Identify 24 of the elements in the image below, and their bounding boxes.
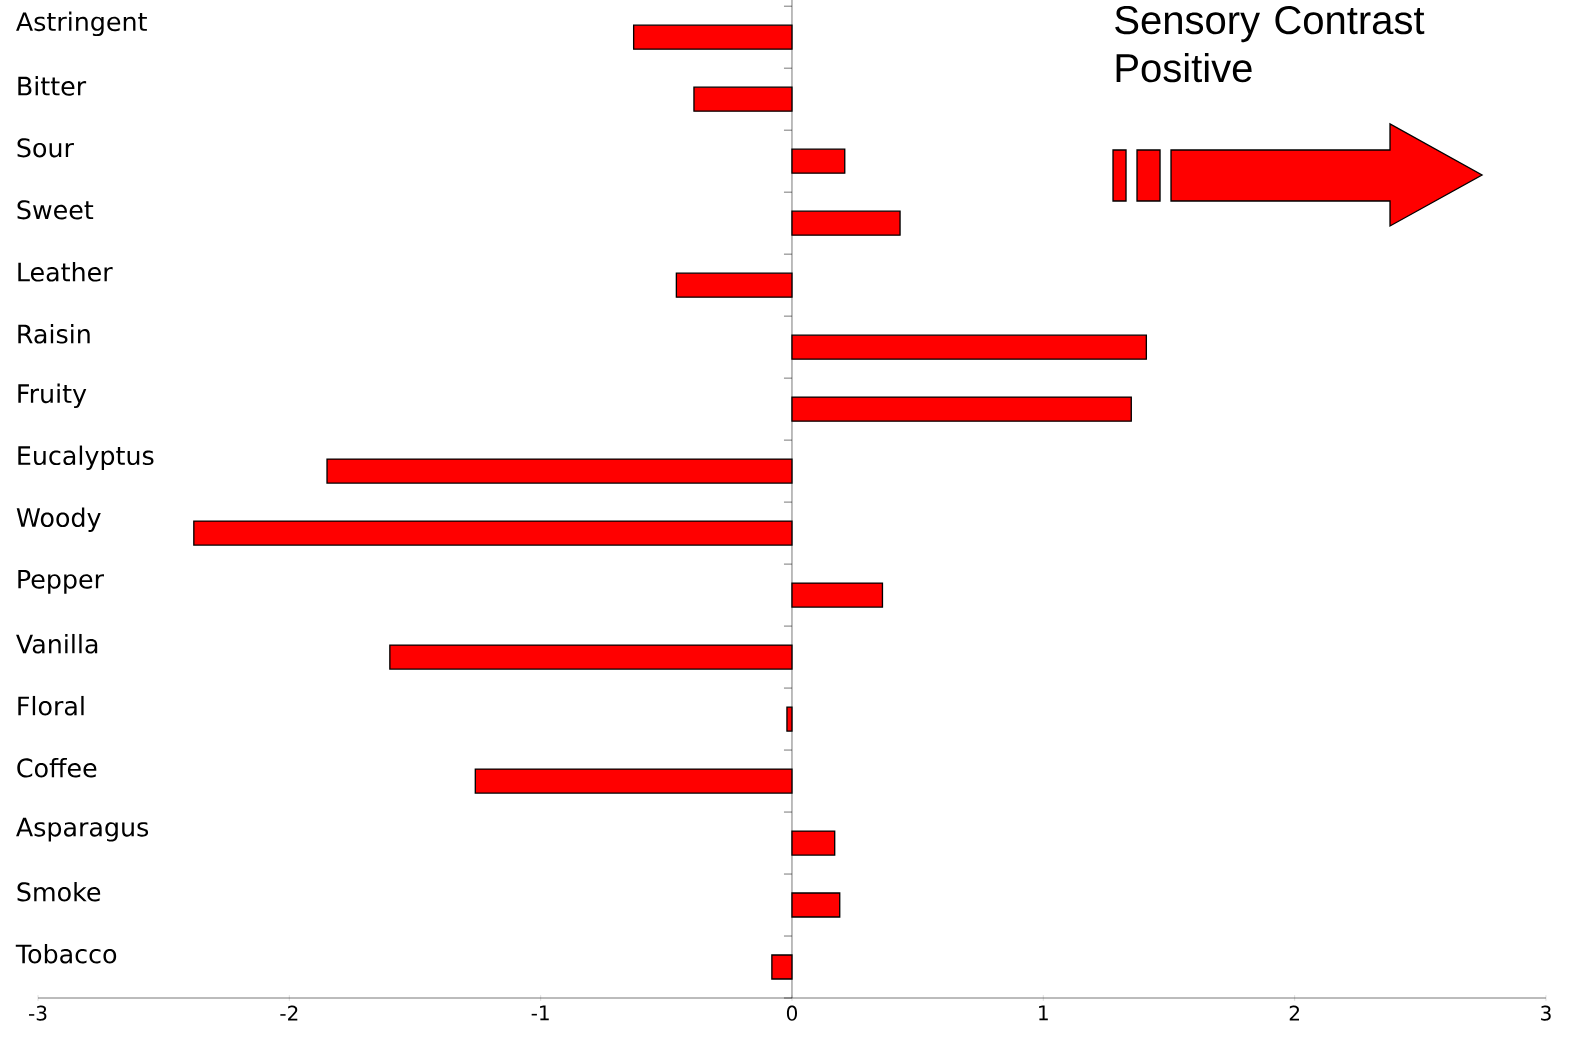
- y-tick-label: Asparagus: [16, 817, 149, 842]
- y-tick-label: Eucalyptus: [18, 445, 154, 471]
- y-tick-label: Astringent: [16, 11, 147, 37]
- text: Sensory Contrast Positive: [1115, 5, 1425, 83]
- x-tick-label: -1: [531, 1005, 549, 1021]
- x-tick-label: -2: [280, 1005, 298, 1021]
- y-tick-label: Coffee: [17, 757, 97, 778]
- y-tick-label: Leather: [18, 262, 113, 282]
- y-tick-label: Smoke: [17, 881, 101, 902]
- x-tick-label: -3: [29, 1005, 47, 1021]
- y-tick-label: Sour: [17, 138, 74, 158]
- y-tick-label: Vanilla: [16, 633, 98, 654]
- y-tick-label: Bitter: [18, 76, 87, 96]
- y-tick-label: Fruity: [18, 383, 87, 409]
- x-tick-label: 3: [1541, 1005, 1551, 1021]
- y-tick-label: Pepper: [18, 569, 104, 594]
- x-tick-label: 2: [1289, 1005, 1299, 1021]
- y-tick-label: Sweet: [17, 200, 94, 220]
- x-tick-label: 0: [786, 1005, 798, 1021]
- y-tick-label: Raisin: [18, 324, 90, 344]
- x-tick-label: 1: [1039, 1005, 1048, 1021]
- y-tick-label: Tobacco: [15, 943, 117, 964]
- y-tick-label: Woody: [16, 507, 101, 533]
- y-tick-label: Floral: [18, 695, 84, 716]
